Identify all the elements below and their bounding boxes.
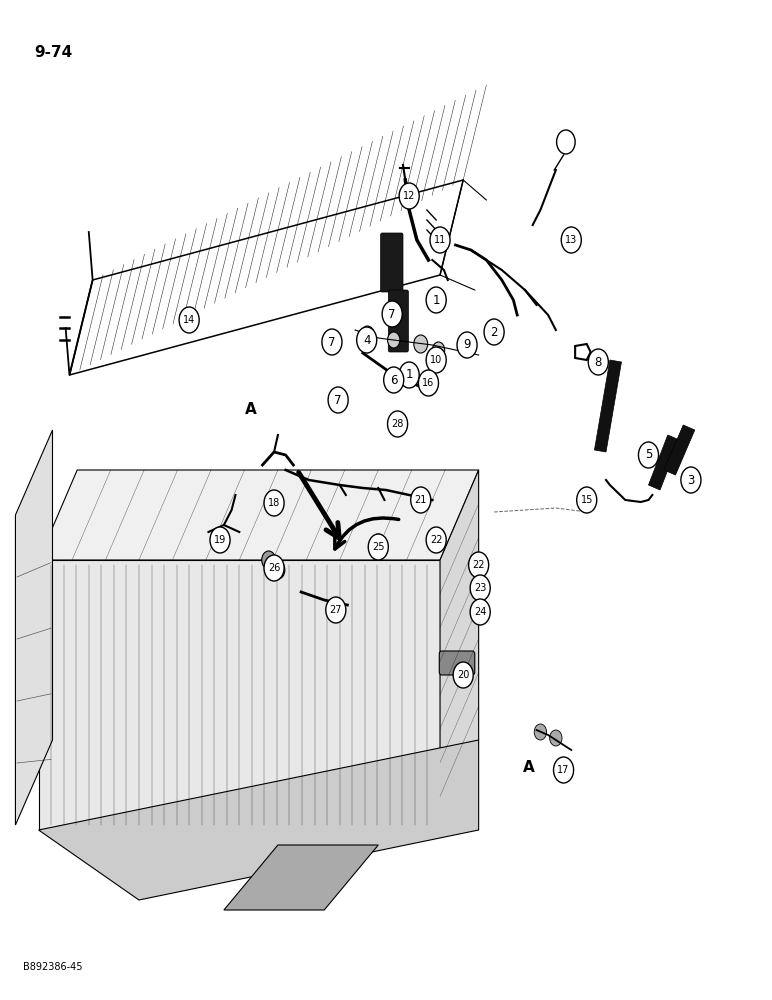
Circle shape	[388, 332, 400, 348]
Circle shape	[384, 367, 404, 393]
Circle shape	[262, 551, 276, 569]
Text: B892386-45: B892386-45	[23, 962, 83, 972]
Polygon shape	[664, 425, 695, 475]
Text: 28: 28	[391, 419, 404, 429]
Circle shape	[399, 362, 419, 388]
Circle shape	[179, 307, 199, 333]
Text: 1: 1	[432, 294, 440, 306]
Text: 1: 1	[405, 368, 413, 381]
Circle shape	[264, 555, 284, 581]
Circle shape	[472, 605, 486, 623]
Text: 4: 4	[363, 334, 371, 347]
Text: 19: 19	[214, 535, 226, 545]
Circle shape	[534, 724, 547, 740]
Text: A: A	[523, 760, 535, 776]
Circle shape	[577, 487, 597, 513]
Polygon shape	[15, 430, 52, 825]
Circle shape	[453, 662, 473, 688]
Circle shape	[561, 227, 581, 253]
Circle shape	[426, 527, 446, 553]
Circle shape	[681, 467, 701, 493]
Text: 3: 3	[687, 474, 695, 487]
Circle shape	[328, 387, 348, 413]
Text: 16: 16	[422, 378, 435, 388]
Text: 8: 8	[594, 356, 602, 368]
Circle shape	[357, 327, 377, 353]
Circle shape	[322, 329, 342, 355]
Circle shape	[372, 534, 384, 550]
Text: 7: 7	[328, 336, 336, 349]
Polygon shape	[224, 845, 378, 910]
Polygon shape	[594, 360, 621, 452]
Circle shape	[550, 730, 562, 746]
FancyBboxPatch shape	[381, 233, 403, 292]
Text: 2: 2	[490, 326, 498, 338]
Text: 9-74: 9-74	[35, 45, 73, 60]
Circle shape	[554, 757, 574, 783]
Circle shape	[638, 442, 659, 468]
Circle shape	[210, 527, 230, 553]
Text: 10: 10	[430, 355, 442, 365]
Circle shape	[388, 411, 408, 437]
Circle shape	[469, 552, 489, 578]
Text: 15: 15	[581, 495, 593, 505]
Circle shape	[326, 597, 346, 623]
Polygon shape	[648, 435, 679, 490]
Circle shape	[470, 599, 490, 625]
Text: 20: 20	[457, 670, 469, 680]
Text: 12: 12	[403, 191, 415, 201]
Text: 22: 22	[472, 560, 485, 570]
Text: 9: 9	[463, 338, 471, 352]
Text: 21: 21	[415, 495, 427, 505]
Polygon shape	[39, 560, 440, 830]
Circle shape	[414, 335, 428, 353]
FancyBboxPatch shape	[439, 651, 475, 675]
Circle shape	[368, 534, 388, 560]
Text: 26: 26	[268, 563, 280, 573]
Circle shape	[432, 342, 445, 358]
Text: 22: 22	[430, 535, 442, 545]
Circle shape	[382, 301, 402, 327]
FancyBboxPatch shape	[388, 290, 408, 352]
Circle shape	[426, 287, 446, 313]
Circle shape	[470, 575, 490, 601]
Circle shape	[271, 561, 285, 579]
Circle shape	[372, 544, 384, 560]
Text: 7: 7	[388, 308, 396, 320]
Text: 18: 18	[268, 498, 280, 508]
Text: A: A	[245, 402, 257, 418]
Text: 11: 11	[434, 235, 446, 245]
Circle shape	[472, 581, 486, 599]
Circle shape	[411, 487, 431, 513]
Circle shape	[264, 490, 284, 516]
Circle shape	[399, 183, 419, 209]
Circle shape	[457, 332, 477, 358]
Circle shape	[472, 556, 486, 574]
Text: 27: 27	[330, 605, 342, 615]
Text: 6: 6	[390, 373, 398, 386]
Circle shape	[484, 319, 504, 345]
Circle shape	[361, 326, 374, 344]
Text: 13: 13	[565, 235, 577, 245]
Circle shape	[426, 347, 446, 373]
Text: 5: 5	[645, 448, 652, 462]
Polygon shape	[39, 470, 479, 560]
Circle shape	[588, 349, 608, 375]
Text: 14: 14	[183, 315, 195, 325]
Circle shape	[418, 370, 438, 396]
Text: 23: 23	[474, 583, 486, 593]
Text: 24: 24	[474, 607, 486, 617]
Polygon shape	[440, 470, 479, 830]
Text: 7: 7	[334, 393, 342, 406]
Polygon shape	[39, 740, 479, 900]
Circle shape	[430, 227, 450, 253]
Text: 17: 17	[557, 765, 570, 775]
Text: 25: 25	[372, 542, 384, 552]
